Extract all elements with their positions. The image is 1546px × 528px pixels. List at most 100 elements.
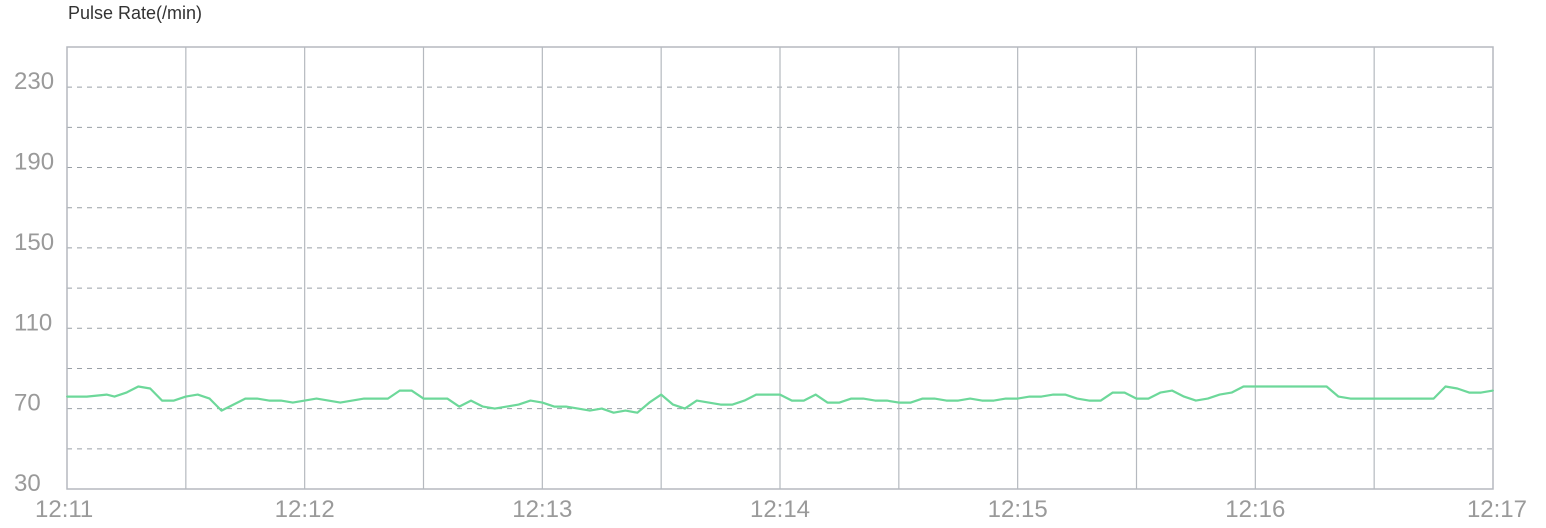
data-point xyxy=(1230,391,1233,394)
data-point xyxy=(125,391,128,394)
data-point xyxy=(695,399,698,402)
y-tick-label: 70 xyxy=(14,390,41,417)
data-point xyxy=(184,395,187,398)
data-point xyxy=(779,393,781,396)
data-point xyxy=(339,401,342,404)
data-point xyxy=(173,399,175,402)
data-point xyxy=(434,397,437,400)
data-point xyxy=(1408,397,1411,400)
data-point xyxy=(672,403,674,406)
data-point xyxy=(957,399,960,402)
data-point xyxy=(790,399,793,402)
data-point xyxy=(743,399,746,402)
data-point xyxy=(660,393,663,396)
data-point xyxy=(196,393,199,396)
pulse-rate-line xyxy=(67,385,1494,414)
data-point xyxy=(1480,391,1483,394)
data-point xyxy=(85,395,88,398)
data-point xyxy=(1444,385,1447,388)
data-point xyxy=(1266,385,1269,388)
data-point xyxy=(1099,399,1102,402)
data-point xyxy=(505,405,508,408)
data-point xyxy=(755,393,758,396)
x-tick-label: 12:17 xyxy=(1467,496,1527,523)
data-point xyxy=(969,397,972,400)
data-point xyxy=(149,387,152,390)
data-point xyxy=(493,407,496,410)
data-point xyxy=(1420,397,1423,400)
data-point xyxy=(458,405,461,408)
data-point xyxy=(1088,399,1090,402)
data-point xyxy=(529,399,532,402)
y-tick-labels: 30 70 110 150 190 230 xyxy=(14,68,54,497)
data-point xyxy=(161,399,163,402)
data-point xyxy=(422,397,425,400)
data-point xyxy=(1123,391,1126,394)
data-point xyxy=(1492,389,1494,392)
x-tick-label: 12:14 xyxy=(750,496,810,523)
data-point xyxy=(862,397,865,400)
data-point xyxy=(993,399,995,402)
data-point xyxy=(1064,393,1067,396)
data-point xyxy=(375,397,377,400)
data-point xyxy=(1385,397,1387,400)
data-point xyxy=(517,403,520,406)
data-point xyxy=(386,397,389,400)
y-tick-label: 190 xyxy=(14,149,54,176)
data-point xyxy=(1195,399,1197,402)
data-point xyxy=(1111,391,1114,394)
data-point xyxy=(921,397,924,400)
data-point xyxy=(351,399,354,402)
data-point xyxy=(1337,395,1340,398)
data-point xyxy=(731,403,734,406)
data-point xyxy=(719,403,722,406)
data-point xyxy=(410,389,413,392)
data-point xyxy=(565,405,567,408)
y-tick-label: 230 xyxy=(14,68,54,95)
vertical-gridlines xyxy=(185,47,1375,489)
data-point xyxy=(1218,393,1221,396)
data-point xyxy=(280,399,282,402)
data-point xyxy=(684,407,686,410)
data-point xyxy=(577,407,579,410)
data-point xyxy=(909,401,912,404)
data-point xyxy=(66,395,68,398)
data-point xyxy=(1242,385,1245,388)
data-point xyxy=(1290,385,1292,388)
data-point xyxy=(600,407,603,410)
data-point xyxy=(1206,397,1209,400)
data-point xyxy=(1040,395,1043,398)
x-tick-label: 12:13 xyxy=(512,496,572,523)
x-tick-label: 12:12 xyxy=(275,496,335,523)
data-point xyxy=(1325,385,1328,388)
data-point xyxy=(398,389,401,392)
data-point xyxy=(327,399,330,402)
data-point xyxy=(105,393,108,396)
data-point xyxy=(363,397,365,400)
data-point xyxy=(874,399,876,402)
data-point xyxy=(1432,397,1435,400)
data-point xyxy=(1076,397,1078,400)
chart-title: Pulse Rate(/min) xyxy=(68,3,203,23)
data-point xyxy=(232,403,235,406)
data-point xyxy=(303,399,306,402)
y-tick-label: 110 xyxy=(14,309,52,336)
data-point xyxy=(470,399,472,402)
y-tick-label: 30 xyxy=(14,470,41,497)
data-point xyxy=(588,409,591,412)
x-tick-labels: 12:11 12:12 12:13 12:14 12:15 12:16 12:17 xyxy=(35,496,1527,523)
data-point xyxy=(220,409,223,412)
data-point xyxy=(268,399,270,402)
data-point xyxy=(624,409,627,412)
data-point xyxy=(826,401,829,404)
data-point xyxy=(1004,397,1007,400)
data-point xyxy=(707,401,710,404)
data-point xyxy=(1183,395,1185,398)
data-point xyxy=(137,385,140,388)
data-point xyxy=(1171,389,1174,392)
data-point xyxy=(945,399,948,402)
y-tick-label: 150 xyxy=(14,229,54,256)
data-point xyxy=(1028,395,1031,398)
series-layer xyxy=(66,385,1494,414)
